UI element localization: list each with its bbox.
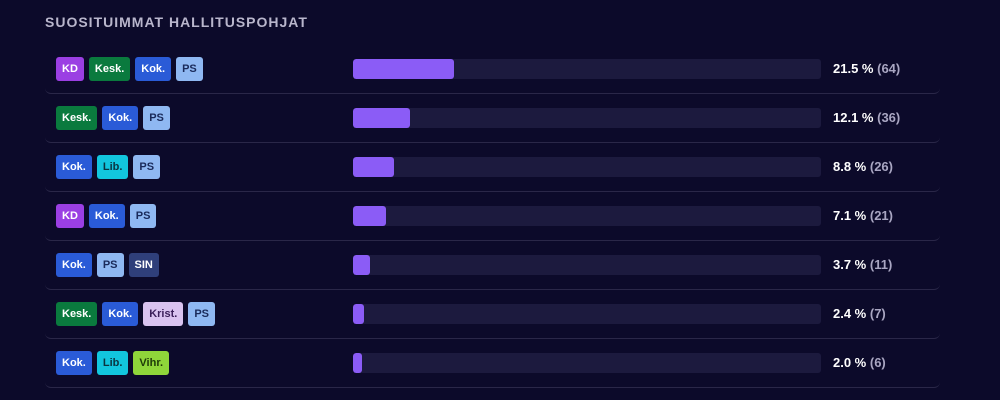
bar-fill	[353, 353, 363, 373]
party-badge: Kok.	[56, 253, 92, 277]
party-badge: Kok.	[102, 302, 139, 326]
bar-fill	[353, 157, 395, 177]
bar-value-label: 8.8 % (26)	[833, 159, 893, 175]
party-badge: PS	[188, 302, 216, 326]
party-badges: Kesk. Kok. PS	[56, 106, 170, 130]
percent-label: 2.0 %	[833, 355, 867, 370]
count-label: (6)	[869, 355, 886, 370]
party-badge: Kok.	[56, 351, 92, 375]
coalition-row: Kok. Lib. PS 8.8 % (26)	[45, 144, 940, 192]
party-badges: KD Kok. PS	[56, 204, 157, 228]
bar-track	[353, 255, 821, 275]
coalition-row: KD Kesk. Kok. PS 21.5 % (64)	[45, 46, 940, 94]
party-badge: PS	[129, 204, 157, 228]
bar-track	[353, 206, 821, 226]
count-label: (36)	[877, 110, 901, 125]
percent-label: 3.7 %	[833, 257, 867, 272]
bar-fill	[353, 108, 410, 128]
percent-label: 2.4 %	[833, 306, 867, 321]
percent-label: 7.1 %	[833, 208, 867, 223]
party-badge: Kesk.	[88, 57, 131, 81]
bar-track	[353, 353, 821, 373]
party-badge: Kok.	[102, 106, 139, 130]
party-badge: Kok.	[88, 204, 125, 228]
bar-value-label: 2.0 % (6)	[833, 355, 886, 371]
bar-value-label: 12.1 % (36)	[833, 110, 900, 126]
bar-value-label: 3.7 % (11)	[833, 257, 892, 273]
count-label: (7)	[869, 306, 886, 321]
coalition-row: Kesk. Kok. PS 12.1 % (36)	[45, 95, 940, 143]
party-badge: KD	[56, 204, 84, 228]
coalition-rows: KD Kesk. Kok. PS 21.5 % (64) Kesk. Kok. PS 12.1 …	[45, 46, 940, 389]
bar-track	[353, 304, 821, 324]
bar-track	[353, 59, 821, 79]
count-label: (26)	[869, 159, 893, 174]
bar-value-label: 21.5 % (64)	[833, 61, 900, 77]
bar-fill	[353, 255, 371, 275]
party-badges: Kesk. Kok. Krist. PS	[56, 302, 216, 326]
bar-fill	[353, 206, 387, 226]
party-badge: Lib.	[96, 155, 129, 179]
percent-label: 21.5 %	[833, 61, 874, 76]
party-badge: Kok.	[56, 155, 92, 179]
party-badge: Lib.	[96, 351, 129, 375]
bar-value-label: 2.4 % (7)	[833, 306, 886, 322]
coalition-row: Kok. Lib. Vihr. 2.0 % (6)	[45, 340, 940, 388]
percent-label: 8.8 %	[833, 159, 867, 174]
party-badge: PS	[176, 57, 203, 81]
party-badge: PS	[133, 155, 161, 179]
party-badges: Kok. Lib. PS	[56, 155, 161, 179]
coalition-row: Kok. PS SIN 3.7 % (11)	[45, 242, 940, 290]
chart-title: SUOSITUIMMAT HALLITUSPOHJAT	[45, 14, 308, 30]
bar-track	[353, 157, 821, 177]
coalition-row: KD Kok. PS 7.1 % (21)	[45, 193, 940, 241]
bar-track	[353, 108, 821, 128]
party-badge: PS	[96, 253, 124, 277]
count-label: (21)	[869, 208, 893, 223]
bar-fill	[353, 304, 365, 324]
count-label: (64)	[877, 61, 901, 76]
party-badge: Krist.	[143, 302, 184, 326]
party-badge: Kesk.	[56, 302, 98, 326]
party-badge: Kok.	[135, 57, 172, 81]
party-badge: KD	[56, 57, 84, 81]
party-badge: Vihr.	[133, 351, 170, 375]
party-badges: Kok. Lib. Vihr.	[56, 351, 170, 375]
coalition-row: Kesk. Kok. Krist. PS 2.4 % (7)	[45, 291, 940, 339]
party-badges: KD Kesk. Kok. PS	[56, 57, 203, 81]
percent-label: 12.1 %	[833, 110, 874, 125]
count-label: (11)	[869, 257, 893, 272]
party-badge: SIN	[128, 253, 159, 277]
party-badge: PS	[143, 106, 170, 130]
party-badge: Kesk.	[56, 106, 98, 130]
party-badges: Kok. PS SIN	[56, 253, 159, 277]
bar-value-label: 7.1 % (21)	[833, 208, 893, 224]
bar-fill	[353, 59, 454, 79]
